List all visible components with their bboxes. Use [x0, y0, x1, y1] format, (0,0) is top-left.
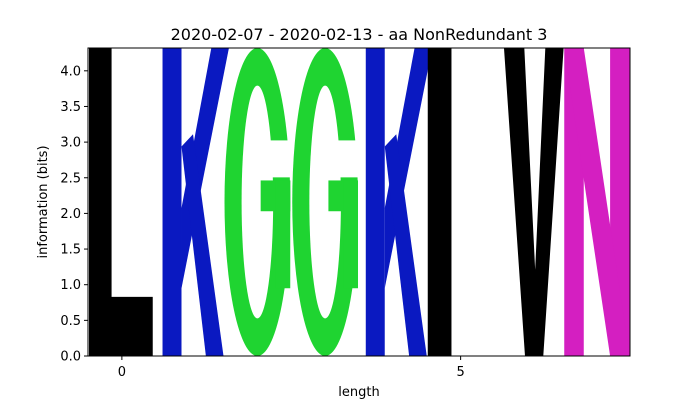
logo-letter-v	[503, 48, 564, 356]
y-tick-label: 2.0	[60, 207, 81, 222]
plot-frame	[87, 47, 631, 357]
y-tick-label: 2.5	[60, 171, 81, 186]
y-axis-label: information (bits)	[36, 145, 51, 258]
logo-letter-k	[365, 48, 433, 356]
logo-letter-g	[224, 48, 296, 356]
y-tick-label: 0.5	[60, 314, 81, 329]
x-axis-label: length	[338, 385, 379, 400]
chart-title: 2020-02-07 - 2020-02-13 - aa NonRedundan…	[171, 25, 548, 44]
y-tick-label: 0.0	[60, 350, 81, 365]
logo-letters	[89, 48, 630, 356]
logo-letter-g	[292, 48, 363, 356]
x-tick-label: 5	[456, 365, 464, 380]
y-tick-label: 4.0	[60, 64, 81, 79]
y-axis: 0.0 0.5 1.0 1.5 2.0 2.5 3.0 3.5 4.0	[60, 64, 88, 365]
logo-letter-n	[564, 48, 630, 356]
logo-letter-k	[162, 48, 229, 356]
y-tick-label: 3.5	[60, 100, 81, 115]
y-tick-label: 1.5	[60, 243, 81, 258]
x-tick-label: 0	[118, 365, 126, 380]
y-tick-label: 1.0	[60, 278, 81, 293]
y-tick-label: 3.0	[60, 136, 81, 151]
logo-letter-l	[89, 48, 153, 356]
logo-letter-i	[427, 48, 452, 356]
